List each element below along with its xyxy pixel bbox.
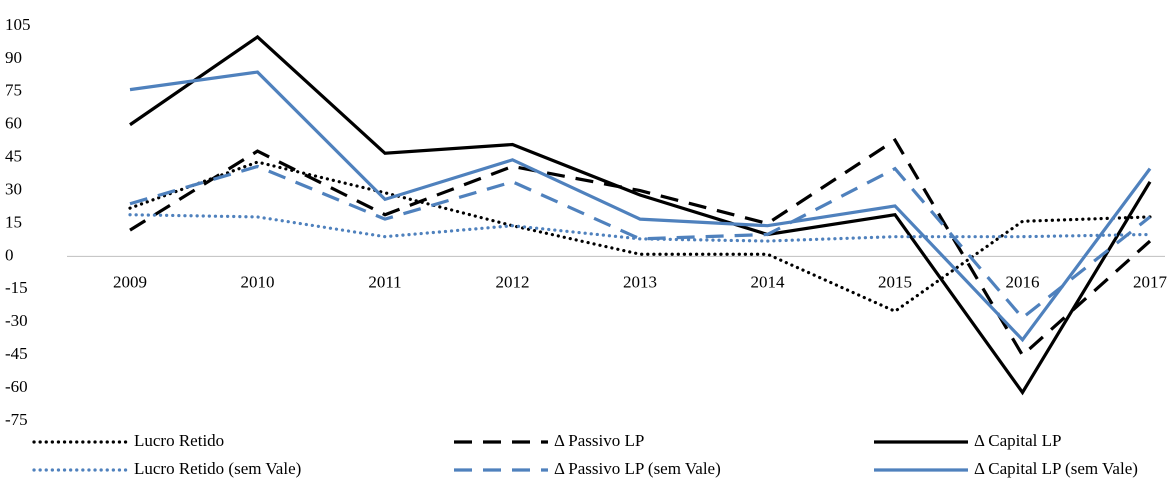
series-line — [129, 70, 1152, 343]
series-line — [129, 137, 1152, 358]
x-tick-label: 2011 — [368, 272, 401, 291]
y-tick-label: 90 — [5, 48, 22, 67]
legend-label: Lucro Retido (sem Vale) — [134, 459, 301, 478]
y-tick-label: 0 — [5, 245, 14, 264]
series-line — [129, 34, 1152, 396]
y-tick-label: 15 — [5, 212, 22, 231]
x-tick-label: 2013 — [623, 272, 657, 291]
y-tick-label: 60 — [5, 114, 22, 133]
x-tick-label: 2010 — [241, 272, 275, 291]
legend-label: Δ Passivo LP (sem Vale) — [554, 459, 721, 478]
legend-label: Lucro Retido — [134, 431, 224, 450]
y-tick-label: -30 — [5, 311, 28, 330]
series-line — [129, 164, 1151, 321]
x-tick-label: 2009 — [113, 272, 147, 291]
y-tick-label: 45 — [5, 147, 22, 166]
legend-label: Δ Capital LP (sem Vale) — [974, 459, 1138, 478]
series-line — [128, 213, 1152, 243]
legend-label: Δ Capital LP — [974, 431, 1061, 450]
x-tick-label: 2012 — [496, 272, 530, 291]
x-tick-label: 2017 — [1133, 272, 1168, 291]
y-tick-label: 105 — [5, 15, 31, 34]
x-tick-label: 2014 — [751, 272, 786, 291]
x-tick-label: 2016 — [1006, 272, 1040, 291]
legend-label: Δ Passivo LP — [554, 431, 644, 450]
y-tick-label: 75 — [5, 81, 22, 100]
y-tick-label: -45 — [5, 344, 28, 363]
y-tick-label: 30 — [5, 179, 22, 198]
y-tick-label: -15 — [5, 278, 28, 297]
x-tick-label: 2015 — [878, 272, 912, 291]
y-tick-label: -60 — [5, 377, 28, 396]
y-tick-label: -75 — [5, 410, 28, 429]
